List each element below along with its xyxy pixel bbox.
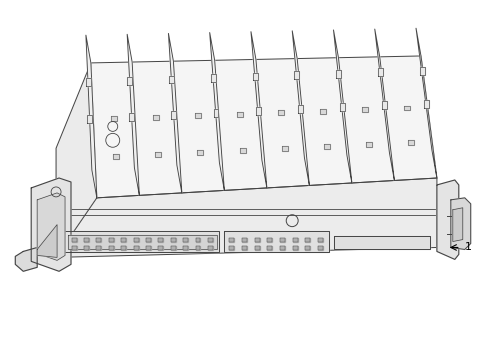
- Polygon shape: [237, 112, 243, 117]
- Polygon shape: [87, 115, 92, 123]
- Polygon shape: [424, 100, 429, 108]
- Polygon shape: [334, 30, 352, 183]
- Polygon shape: [378, 68, 383, 76]
- Polygon shape: [31, 178, 71, 271]
- Polygon shape: [255, 247, 260, 251]
- Polygon shape: [146, 247, 151, 251]
- Polygon shape: [196, 247, 200, 251]
- Polygon shape: [278, 110, 284, 115]
- Polygon shape: [292, 31, 309, 185]
- Polygon shape: [208, 247, 213, 251]
- Polygon shape: [362, 107, 368, 112]
- Polygon shape: [134, 247, 139, 251]
- Polygon shape: [15, 247, 37, 271]
- Polygon shape: [171, 247, 176, 251]
- Polygon shape: [282, 146, 288, 151]
- Polygon shape: [121, 247, 126, 251]
- Polygon shape: [318, 247, 323, 251]
- Polygon shape: [256, 107, 261, 115]
- Polygon shape: [153, 115, 159, 120]
- Polygon shape: [113, 154, 119, 159]
- Polygon shape: [208, 238, 213, 242]
- Polygon shape: [169, 33, 182, 193]
- Polygon shape: [134, 238, 139, 242]
- Polygon shape: [297, 105, 303, 113]
- Polygon shape: [72, 247, 76, 251]
- Polygon shape: [408, 140, 414, 145]
- Polygon shape: [84, 247, 89, 251]
- Polygon shape: [129, 113, 134, 121]
- Polygon shape: [340, 103, 344, 111]
- Polygon shape: [86, 78, 91, 86]
- Polygon shape: [229, 247, 234, 251]
- Polygon shape: [255, 238, 260, 242]
- Polygon shape: [268, 247, 272, 251]
- Polygon shape: [223, 231, 329, 252]
- Polygon shape: [229, 238, 234, 242]
- Polygon shape: [419, 67, 424, 75]
- Polygon shape: [97, 247, 101, 251]
- Polygon shape: [451, 198, 471, 249]
- Polygon shape: [293, 247, 298, 251]
- Polygon shape: [293, 238, 298, 242]
- Polygon shape: [72, 238, 76, 242]
- Polygon shape: [240, 148, 245, 153]
- Polygon shape: [375, 29, 394, 180]
- Polygon shape: [109, 247, 114, 251]
- Polygon shape: [84, 238, 89, 242]
- Polygon shape: [127, 34, 139, 195]
- Polygon shape: [37, 193, 65, 260]
- Polygon shape: [280, 247, 285, 251]
- Polygon shape: [305, 247, 310, 251]
- Text: 1: 1: [465, 243, 472, 252]
- Polygon shape: [86, 35, 97, 198]
- Polygon shape: [211, 74, 216, 82]
- Polygon shape: [97, 238, 101, 242]
- Polygon shape: [56, 178, 437, 257]
- Polygon shape: [320, 109, 326, 113]
- Polygon shape: [37, 225, 57, 257]
- Polygon shape: [251, 32, 267, 188]
- Polygon shape: [416, 28, 437, 178]
- Polygon shape: [109, 238, 114, 242]
- Polygon shape: [183, 238, 188, 242]
- Polygon shape: [172, 111, 176, 119]
- Polygon shape: [197, 150, 203, 155]
- Polygon shape: [195, 113, 201, 118]
- Polygon shape: [158, 238, 163, 242]
- Polygon shape: [253, 73, 258, 81]
- Polygon shape: [127, 77, 132, 85]
- Polygon shape: [155, 152, 161, 157]
- Polygon shape: [318, 238, 323, 242]
- Polygon shape: [56, 63, 97, 257]
- Polygon shape: [324, 144, 330, 149]
- Polygon shape: [146, 238, 151, 242]
- Polygon shape: [196, 238, 200, 242]
- Polygon shape: [404, 105, 410, 111]
- Polygon shape: [214, 109, 219, 117]
- Polygon shape: [366, 142, 372, 147]
- Polygon shape: [183, 247, 188, 251]
- Polygon shape: [121, 238, 126, 242]
- Polygon shape: [242, 247, 247, 251]
- Polygon shape: [305, 238, 310, 242]
- Polygon shape: [336, 69, 341, 77]
- Polygon shape: [453, 208, 463, 242]
- Polygon shape: [294, 71, 299, 79]
- Polygon shape: [68, 235, 217, 249]
- Polygon shape: [437, 180, 459, 260]
- Polygon shape: [111, 116, 117, 121]
- Polygon shape: [91, 56, 437, 198]
- Polygon shape: [242, 238, 247, 242]
- Polygon shape: [64, 231, 219, 252]
- Polygon shape: [382, 102, 387, 109]
- Polygon shape: [171, 238, 176, 242]
- Polygon shape: [334, 235, 430, 249]
- Polygon shape: [210, 32, 224, 190]
- Polygon shape: [169, 76, 174, 84]
- Polygon shape: [268, 238, 272, 242]
- Polygon shape: [280, 238, 285, 242]
- Polygon shape: [158, 247, 163, 251]
